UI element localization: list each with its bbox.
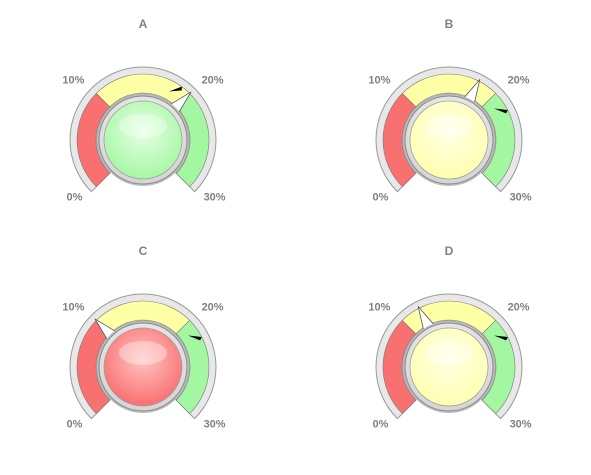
target-marker bbox=[168, 86, 182, 92]
tick-label: 30% bbox=[510, 419, 532, 431]
tick-label: 10% bbox=[62, 301, 84, 313]
lamp-highlight bbox=[119, 341, 167, 365]
tick-label: 10% bbox=[62, 74, 84, 86]
gauge-c: C 0% 10% 20% 30% bbox=[62, 244, 225, 431]
tick-label: 30% bbox=[510, 192, 532, 204]
gauge-band-2 bbox=[175, 319, 210, 415]
gauge-band-2 bbox=[481, 92, 516, 188]
gauge-title: C bbox=[139, 244, 148, 258]
tick-label: 0% bbox=[67, 419, 83, 431]
tick-label: 20% bbox=[508, 301, 530, 313]
status-lamp bbox=[409, 327, 489, 407]
gauge-title: B bbox=[445, 17, 454, 31]
target-marker bbox=[188, 335, 202, 341]
gauge-a: A 0% 10% 20% 30% bbox=[62, 17, 225, 204]
lamp-highlight bbox=[119, 114, 167, 138]
tick-label: 0% bbox=[67, 192, 83, 204]
tick-label: 20% bbox=[202, 301, 224, 313]
tick-label: 10% bbox=[368, 74, 390, 86]
gauge-band-2 bbox=[175, 92, 210, 188]
lamp-highlight bbox=[425, 341, 473, 365]
gauge-title: A bbox=[139, 17, 148, 31]
tick-label: 30% bbox=[204, 419, 226, 431]
gauge-b: B 0% 10% 20% 30% bbox=[368, 17, 531, 204]
gauge-d: D 0% 10% 20% 30% bbox=[368, 244, 531, 431]
tick-label: 30% bbox=[204, 192, 226, 204]
tick-label: 10% bbox=[368, 301, 390, 313]
tick-label: 0% bbox=[373, 192, 389, 204]
gauge-title: D bbox=[445, 244, 454, 258]
target-marker bbox=[494, 108, 508, 114]
gauge-band-2 bbox=[481, 319, 516, 415]
status-lamp bbox=[103, 327, 183, 407]
lamp-highlight bbox=[425, 114, 473, 138]
tick-label: 20% bbox=[202, 74, 224, 86]
tick-label: 20% bbox=[508, 74, 530, 86]
status-lamp bbox=[103, 100, 183, 180]
tick-label: 0% bbox=[373, 419, 389, 431]
status-lamp bbox=[409, 100, 489, 180]
target-marker bbox=[494, 335, 508, 341]
